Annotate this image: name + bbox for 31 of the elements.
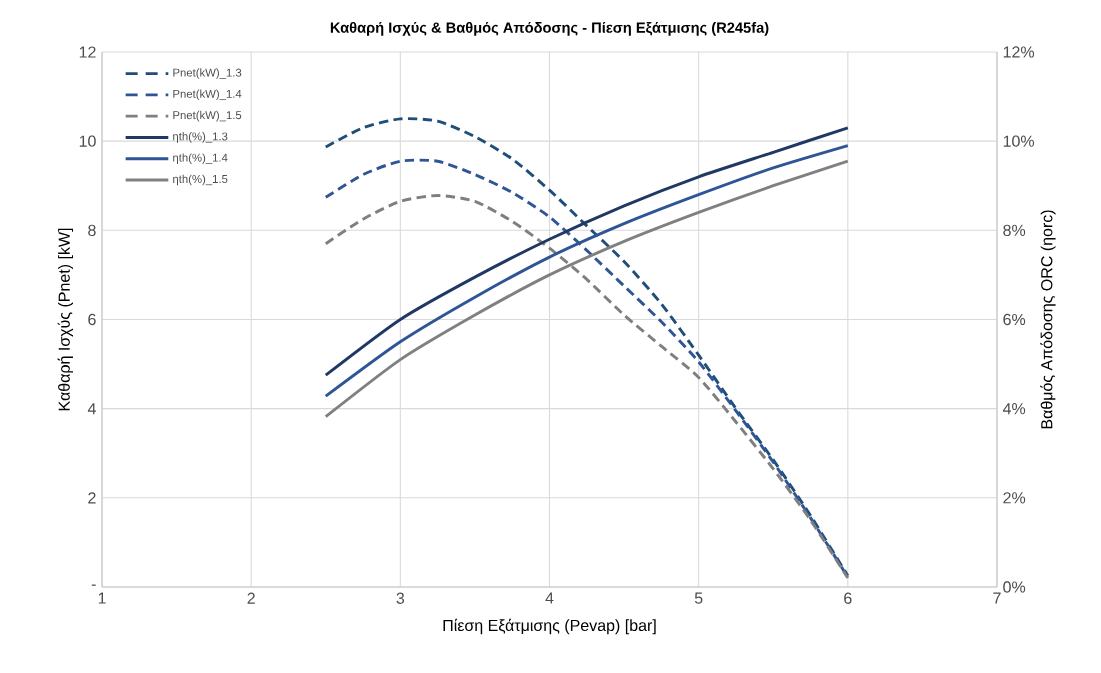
legend-label: ηth(%)_1.5: [173, 174, 228, 186]
y2-tick-label: 2%: [1003, 492, 1026, 504]
x-tick-label: 3: [396, 592, 405, 604]
y-tick-label: 12: [79, 46, 96, 58]
y2-tick-label: 8%: [1003, 224, 1026, 236]
y2-tick-label: 12%: [1003, 46, 1035, 58]
y2-tick-label: 4%: [1002, 403, 1026, 415]
x-tick-label: 1: [98, 592, 106, 604]
x-tick-label: 7: [993, 592, 1001, 604]
legend-label: ηth(%)_1.4: [173, 153, 228, 164]
y2-tick-label: 6%: [1003, 313, 1026, 326]
x-tick-label: 2: [247, 592, 255, 604]
legend-label: ηth(%)_1.3: [173, 132, 228, 143]
x-tick-label: 4: [545, 592, 554, 604]
chart-title: Καθαρή Ισχύς & Βαθμός Απόδοσης - Πίεση Εξάτμισης (R245fa): [330, 21, 769, 36]
y-axis-title: Καθαρή Ισχύς (Pnet) [kW]: [57, 228, 74, 411]
y-tick-label: 10: [79, 135, 96, 147]
legend-label: Pnet(kW)_1.4: [173, 89, 242, 101]
legend-label: Pnet(kW)_1.5: [173, 110, 242, 122]
x-tick-label: 6: [844, 592, 852, 604]
x-axis-title: Πίεση Εξάτμισης (Pevap) [bar]: [443, 618, 656, 635]
x-tick-label: 5: [694, 592, 703, 604]
y-tick-label: 4: [87, 403, 96, 415]
y2-tick-label: 10%: [1003, 135, 1035, 147]
y-tick-label: 6: [88, 313, 96, 326]
y2-axis-title: Βαθμός Απόδοσης ORC (ηorc): [1040, 210, 1056, 429]
legend-label: Pnet(kW)_1.3: [173, 68, 242, 79]
y-tick-label: 8: [88, 224, 96, 236]
y-tick-label: -: [91, 584, 96, 586]
y2-tick-label: 0%: [1003, 581, 1026, 593]
y-tick-label: 2: [88, 492, 96, 504]
